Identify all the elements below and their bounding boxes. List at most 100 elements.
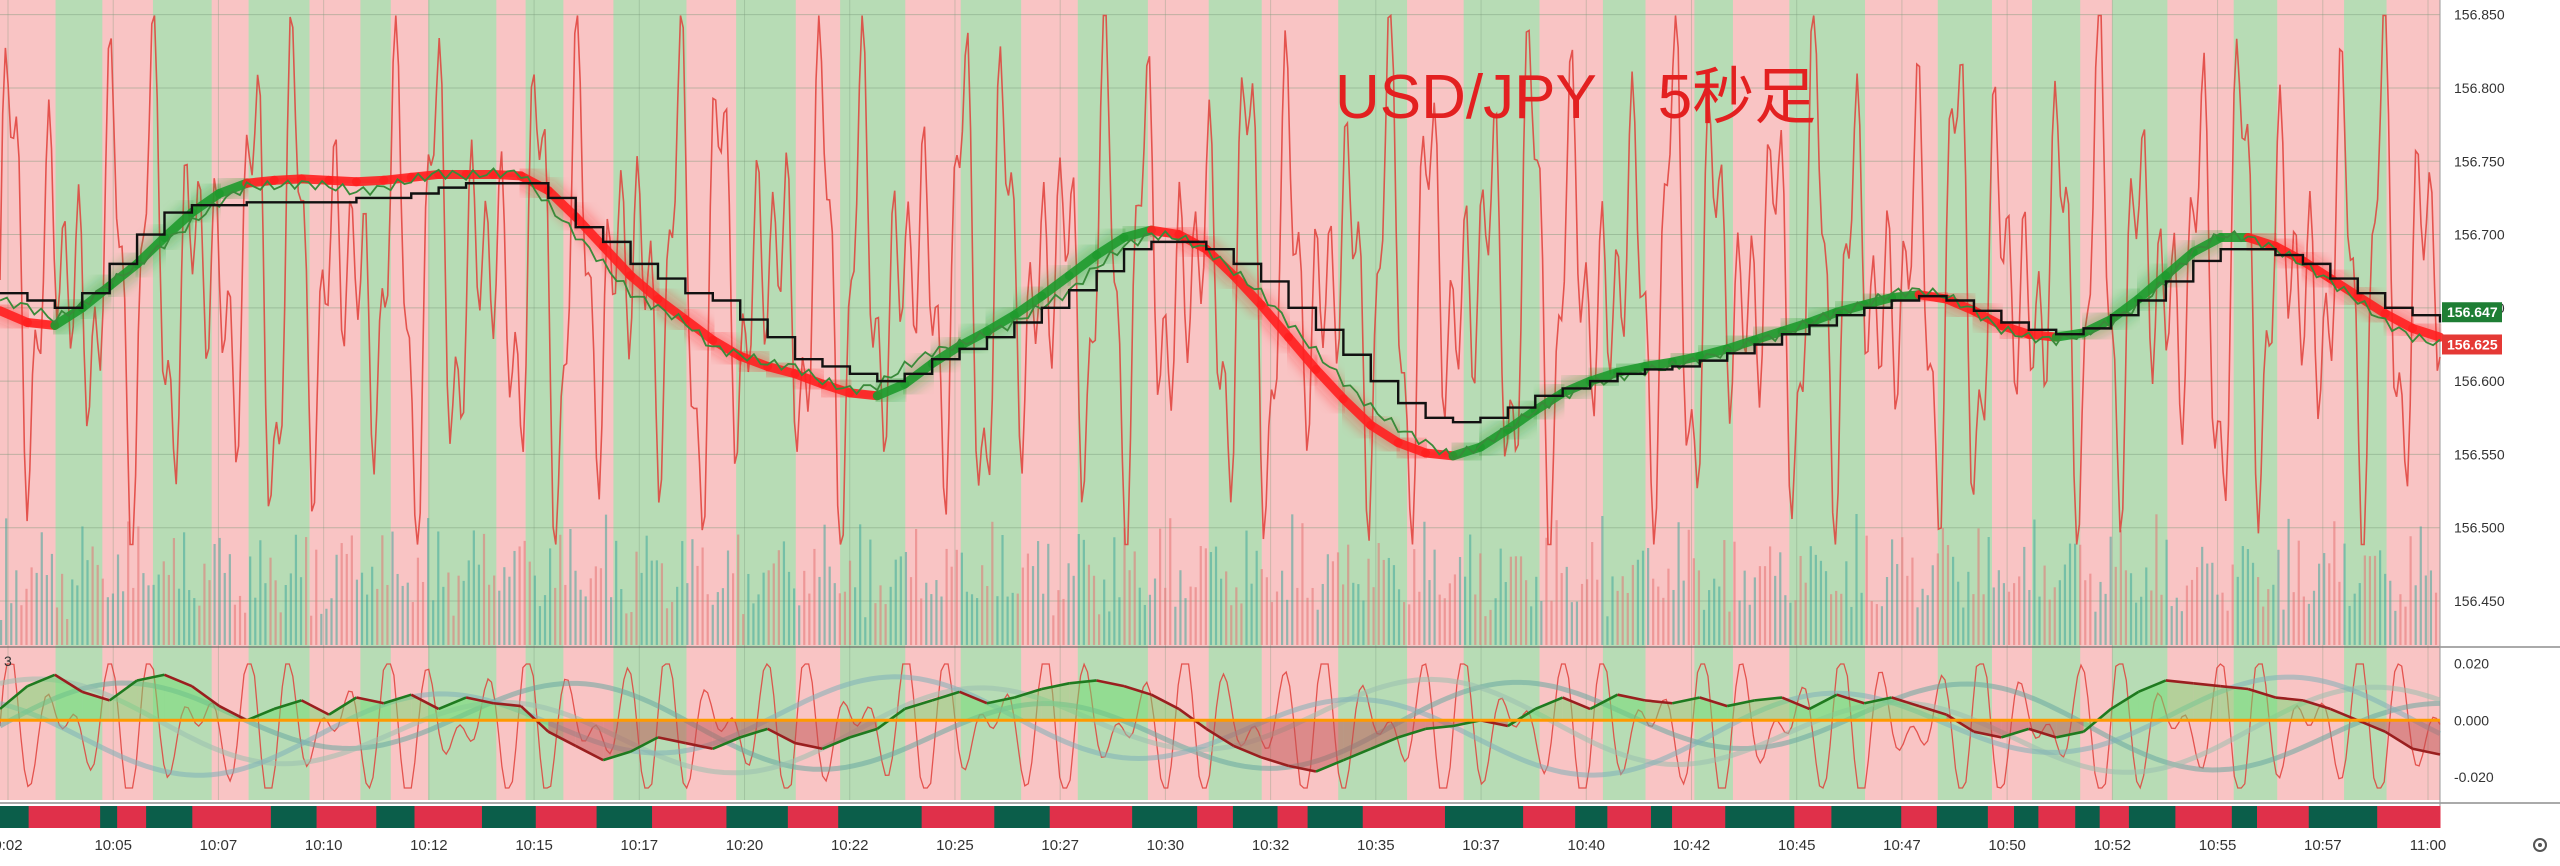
time-axis-tick-10: 10:27 bbox=[1041, 837, 1079, 854]
time-axis-tick-21: 10:55 bbox=[2199, 837, 2237, 854]
time-axis-tick-6: 10:17 bbox=[621, 837, 659, 854]
osc-main-segment-26 bbox=[712, 736, 741, 750]
trend-strip-cell-41 bbox=[2099, 806, 2130, 828]
volume-bar bbox=[955, 549, 958, 645]
volume-bar bbox=[442, 586, 445, 645]
volume-bar bbox=[20, 605, 23, 645]
volume-bar bbox=[2429, 570, 2433, 645]
volume-bar bbox=[1031, 566, 1035, 645]
volume-bar bbox=[2150, 590, 2153, 645]
volume-bar bbox=[355, 579, 359, 645]
regime-band-27 bbox=[1463, 0, 1540, 800]
volume-bar bbox=[1692, 558, 1695, 645]
volume-bar bbox=[299, 577, 303, 645]
osc-fill-37 bbox=[1014, 689, 1042, 721]
volume-bar bbox=[2363, 555, 2366, 645]
volume-bar bbox=[1413, 549, 1416, 645]
volume-bar bbox=[1652, 578, 1655, 645]
volume-bar bbox=[1143, 604, 1146, 645]
volume-bar bbox=[157, 574, 160, 645]
volume-bar bbox=[1042, 593, 1045, 645]
volume-bar bbox=[1530, 606, 1533, 645]
osc-fill-42 bbox=[1151, 694, 1179, 721]
osc-legend-text[interactable]: 3 bbox=[4, 653, 12, 669]
volume-bar bbox=[660, 563, 664, 645]
gear-icon[interactable] bbox=[2533, 838, 2547, 852]
volume-bar bbox=[1001, 534, 1004, 645]
volume-bar bbox=[2399, 594, 2402, 645]
osc-main-segment-49 bbox=[1342, 747, 1372, 762]
volume-bar bbox=[1647, 548, 1650, 645]
osc-fill-1 bbox=[27, 674, 55, 721]
volume-bar bbox=[188, 590, 191, 645]
osc-main-segment-58 bbox=[1589, 693, 1619, 711]
volume-bar bbox=[1946, 545, 1950, 645]
volume-bar bbox=[508, 576, 511, 645]
volume-bar bbox=[5, 518, 8, 645]
regime-band-20 bbox=[1021, 0, 1079, 800]
osc-fill-44 bbox=[1206, 720, 1234, 746]
volume-bar bbox=[1763, 566, 1767, 645]
trend-strip-cell-15 bbox=[787, 806, 839, 828]
volume-bar bbox=[498, 590, 501, 645]
volume-bar bbox=[813, 548, 816, 645]
volume-bar bbox=[1347, 544, 1350, 645]
volume-bar bbox=[1779, 552, 1782, 645]
regime-band-22 bbox=[1147, 0, 1210, 800]
regime-band-34 bbox=[1865, 0, 1939, 800]
volume-bar bbox=[325, 608, 328, 645]
volume-bar bbox=[467, 560, 470, 645]
volume-bar bbox=[1794, 600, 1797, 645]
osc-main-segment-86 bbox=[2357, 719, 2386, 733]
volume-bar bbox=[610, 597, 613, 645]
volume-bar bbox=[1814, 554, 1817, 645]
volume-bar bbox=[2221, 592, 2224, 645]
volume-bar bbox=[1255, 550, 1258, 645]
volume-bar bbox=[335, 554, 338, 645]
osc-fill-29 bbox=[795, 720, 823, 749]
trend-strip-cell-32 bbox=[1725, 806, 1795, 828]
volume-bar bbox=[1758, 566, 1762, 645]
volume-bar bbox=[2353, 593, 2356, 645]
volume-bar bbox=[615, 540, 618, 645]
volume-bar bbox=[1499, 548, 1502, 645]
trend-strip-cell-1 bbox=[28, 806, 101, 828]
volume-bar bbox=[0, 620, 3, 645]
volume-bar bbox=[1748, 604, 1751, 645]
osc-axis-tick-0: 0.020 bbox=[2454, 655, 2489, 671]
volume-bar bbox=[1296, 587, 1299, 645]
volume-bar bbox=[1479, 553, 1482, 645]
volume-bar bbox=[640, 572, 643, 645]
osc-main-segment-22 bbox=[602, 750, 631, 762]
volume-bar bbox=[1153, 578, 1157, 645]
volume-bar bbox=[315, 549, 318, 645]
volume-bar bbox=[55, 607, 59, 645]
volume-bar bbox=[137, 526, 140, 645]
volume-bar bbox=[1382, 559, 1385, 645]
osc-main-segment-63 bbox=[1726, 699, 1755, 708]
volume-bar bbox=[1189, 586, 1192, 645]
price-badge-bg-1 bbox=[2442, 334, 2502, 355]
volume-bar bbox=[1769, 546, 1772, 645]
volume-bar bbox=[488, 584, 491, 645]
volume-bar bbox=[1403, 602, 1406, 645]
osc-fill-78 bbox=[2138, 680, 2166, 721]
volume-bar bbox=[96, 564, 99, 645]
volume-bar bbox=[228, 554, 231, 645]
volume-bar bbox=[1926, 595, 1929, 645]
volume-bar bbox=[2292, 592, 2295, 645]
volume-bar bbox=[635, 551, 638, 645]
volume-bar bbox=[2257, 577, 2260, 645]
volume-bar bbox=[620, 589, 623, 645]
volume-bar bbox=[218, 537, 221, 645]
volume-bar bbox=[162, 561, 165, 645]
osc-fill-51 bbox=[1398, 720, 1426, 738]
price-axis-tick-8: 156.450 bbox=[2454, 593, 2505, 609]
volume-bar bbox=[2389, 580, 2392, 645]
volume-bar bbox=[1860, 592, 1863, 645]
volume-bar bbox=[1098, 614, 1101, 645]
volume-bar bbox=[1952, 556, 1955, 645]
volume-bar bbox=[1931, 565, 1934, 645]
volume-bar bbox=[167, 574, 170, 645]
